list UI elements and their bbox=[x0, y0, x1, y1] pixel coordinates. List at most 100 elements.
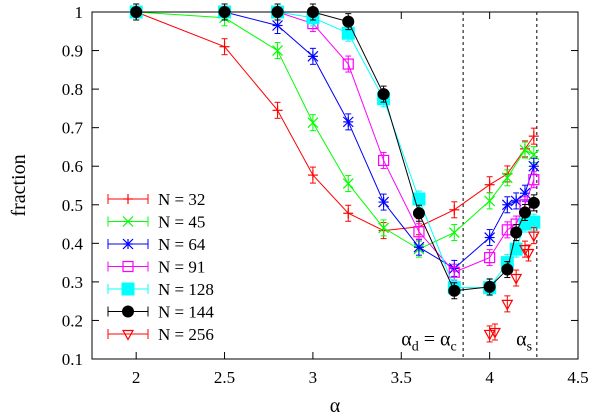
legend-entry-5: N = 128 bbox=[107, 280, 214, 299]
series-line bbox=[136, 11, 535, 250]
x-tick-label: 3 bbox=[309, 368, 318, 387]
marker bbox=[378, 222, 390, 234]
marker bbox=[519, 144, 531, 156]
legend-label: N = 256 bbox=[158, 325, 214, 344]
marker bbox=[412, 207, 425, 220]
series-line bbox=[136, 11, 535, 273]
marker bbox=[121, 282, 135, 296]
marker bbox=[121, 329, 135, 341]
legend-label: N = 91 bbox=[158, 258, 205, 277]
x-tick-label: 2 bbox=[132, 368, 141, 387]
marker bbox=[527, 231, 540, 243]
marker bbox=[219, 41, 230, 52]
y-tick-label: 0.1 bbox=[62, 350, 83, 369]
marker bbox=[528, 174, 540, 186]
marker bbox=[527, 196, 540, 209]
x-tick-label: 3.5 bbox=[391, 368, 412, 387]
marker bbox=[123, 194, 133, 204]
marker bbox=[272, 45, 283, 56]
legend-entry-3: N = 64 bbox=[107, 235, 206, 254]
legend-entry-1: N = 32 bbox=[107, 190, 205, 209]
marker bbox=[272, 105, 283, 116]
marker bbox=[501, 263, 514, 276]
annotation-1: αd = αc bbox=[401, 329, 456, 355]
annotations: αd = αc αs bbox=[401, 329, 532, 355]
marker bbox=[484, 232, 496, 243]
marker bbox=[483, 280, 496, 293]
marker bbox=[449, 204, 460, 215]
marker bbox=[342, 116, 354, 128]
y-tick-label: 0.3 bbox=[62, 273, 83, 292]
marker bbox=[484, 251, 496, 264]
x-tick-label: 2.5 bbox=[214, 368, 235, 387]
marker bbox=[488, 327, 501, 339]
threshold-lines bbox=[462, 12, 538, 359]
marker bbox=[510, 226, 523, 239]
y-tick-label: 0.8 bbox=[62, 80, 83, 99]
y-tick-label: 0.5 bbox=[62, 196, 83, 215]
marker bbox=[528, 131, 539, 142]
marker bbox=[510, 273, 523, 285]
marker bbox=[342, 58, 354, 70]
series-6 bbox=[130, 3, 540, 300]
legend-entry-4: N = 91 bbox=[107, 258, 205, 277]
marker bbox=[483, 329, 496, 341]
x-axis-label: α bbox=[330, 395, 341, 417]
marker bbox=[522, 248, 535, 260]
legend-entry-6: N = 144 bbox=[107, 303, 214, 322]
y-tick-label: 0.7 bbox=[62, 119, 84, 138]
plot-border bbox=[91, 11, 579, 360]
annotation-2: αs bbox=[516, 329, 532, 355]
marker bbox=[378, 154, 390, 167]
marker bbox=[448, 284, 461, 297]
marker bbox=[484, 179, 495, 190]
marker bbox=[527, 215, 541, 229]
marker bbox=[518, 245, 532, 256]
marker bbox=[528, 149, 540, 161]
marker bbox=[307, 170, 318, 181]
y-tick-label: 0.9 bbox=[62, 42, 83, 61]
series-group bbox=[129, 3, 541, 343]
legend: N = 32 N = 45 N = 64 N = 91 N = 128 N = 144 N … bbox=[107, 190, 214, 344]
marker bbox=[272, 20, 283, 31]
legend-entry-7: N = 256 bbox=[107, 325, 214, 344]
y-tick-label: 0.4 bbox=[62, 234, 84, 253]
legend-label: N = 45 bbox=[158, 213, 205, 232]
marker bbox=[448, 266, 460, 278]
marker bbox=[448, 227, 460, 238]
axes: 2 2.5 3 3.5 4 4.5 0.1 0.2 0.3 0.4 0.5 0.6 0.7 0.8 0.9 1… bbox=[8, 3, 589, 417]
y-tick-label: 0.6 bbox=[62, 157, 83, 176]
marker bbox=[378, 196, 390, 208]
marker bbox=[343, 208, 354, 219]
legend-label: N = 128 bbox=[158, 280, 214, 299]
marker bbox=[528, 160, 540, 172]
marker bbox=[122, 260, 134, 273]
y-tick-label: 1 bbox=[75, 3, 84, 22]
marker bbox=[484, 195, 496, 207]
legend-label: N = 32 bbox=[158, 190, 205, 209]
marker bbox=[122, 238, 134, 250]
marker bbox=[307, 117, 319, 129]
marker bbox=[342, 15, 355, 28]
legend-entry-2: N = 45 bbox=[107, 213, 205, 232]
marker bbox=[501, 199, 513, 211]
x-tick-label: 4 bbox=[485, 368, 494, 387]
marker bbox=[518, 206, 531, 219]
y-axis-label: fraction bbox=[8, 154, 30, 216]
legend-label: N = 64 bbox=[158, 235, 206, 254]
series-7 bbox=[483, 227, 540, 343]
marker bbox=[307, 50, 319, 62]
plot-frame bbox=[91, 11, 579, 360]
marker bbox=[122, 216, 134, 227]
marker bbox=[377, 88, 390, 101]
marker bbox=[342, 178, 354, 189]
legend-label: N = 144 bbox=[158, 303, 214, 322]
y-tick-label: 0.2 bbox=[62, 311, 83, 330]
marker bbox=[501, 172, 513, 184]
x-tick-label: 4.5 bbox=[567, 368, 588, 387]
marker bbox=[122, 305, 134, 318]
marker bbox=[271, 6, 284, 18]
marker bbox=[413, 226, 425, 238]
marker bbox=[501, 299, 514, 311]
